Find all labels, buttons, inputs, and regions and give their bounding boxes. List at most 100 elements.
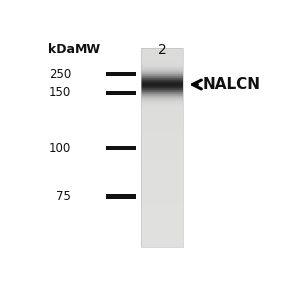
Bar	[141, 104, 183, 105]
Bar	[141, 154, 183, 155]
Bar	[141, 231, 183, 232]
Bar	[141, 109, 183, 110]
Bar	[141, 62, 183, 63]
Bar	[141, 193, 183, 194]
Bar	[141, 232, 183, 233]
Bar	[141, 149, 183, 150]
Bar	[141, 115, 183, 116]
Bar	[141, 82, 183, 83]
Bar	[141, 130, 183, 131]
Bar	[141, 219, 183, 220]
Bar	[141, 126, 183, 127]
Bar	[141, 137, 183, 138]
Bar	[141, 243, 183, 244]
Bar	[141, 72, 183, 73]
Bar	[141, 229, 183, 230]
Bar	[141, 222, 183, 223]
Bar	[141, 48, 183, 49]
Bar	[141, 122, 183, 123]
Bar	[141, 112, 183, 113]
Bar	[141, 150, 183, 151]
Bar	[141, 183, 183, 184]
Bar	[141, 139, 183, 140]
Bar	[141, 96, 183, 97]
Bar	[141, 143, 183, 144]
Bar	[141, 66, 183, 67]
Bar	[141, 65, 183, 66]
Bar	[141, 202, 183, 203]
Bar	[141, 241, 183, 242]
Bar	[141, 140, 183, 141]
Bar	[141, 247, 183, 248]
Bar	[141, 86, 183, 87]
Bar	[141, 163, 183, 164]
Bar	[141, 159, 183, 160]
Bar	[141, 209, 183, 210]
Bar	[141, 161, 183, 162]
Bar	[141, 61, 183, 62]
Bar	[141, 134, 183, 135]
Bar	[141, 54, 183, 55]
Bar	[141, 124, 183, 125]
Bar	[141, 187, 183, 188]
Bar	[141, 115, 183, 116]
Bar	[141, 165, 183, 166]
Bar	[141, 152, 183, 153]
Bar	[141, 117, 183, 118]
Bar	[141, 54, 183, 55]
Bar	[141, 97, 183, 98]
Bar	[141, 237, 183, 238]
Text: 75: 75	[56, 190, 71, 203]
Bar	[141, 180, 183, 181]
Bar	[141, 211, 183, 212]
Bar	[141, 60, 183, 61]
Bar	[141, 144, 183, 145]
Bar	[141, 226, 183, 227]
Bar	[141, 152, 183, 153]
Bar	[141, 144, 183, 145]
Bar	[141, 155, 183, 156]
Bar	[141, 190, 183, 191]
Bar	[141, 116, 183, 117]
Bar	[141, 121, 183, 122]
Bar	[141, 172, 183, 173]
Bar	[141, 198, 183, 199]
Bar	[141, 204, 183, 205]
Bar	[141, 179, 183, 180]
Bar	[141, 171, 183, 172]
Bar	[141, 69, 183, 70]
Bar	[141, 198, 183, 199]
Bar	[141, 228, 183, 229]
Bar	[141, 95, 183, 96]
Bar	[141, 181, 183, 182]
Bar	[141, 234, 183, 235]
Bar	[141, 220, 183, 221]
Bar	[141, 151, 183, 152]
Bar	[141, 146, 183, 147]
Bar	[141, 125, 183, 126]
Bar	[141, 49, 183, 50]
Bar	[141, 185, 183, 186]
Bar	[141, 94, 183, 95]
Bar	[141, 61, 183, 62]
Bar	[141, 238, 183, 239]
Bar	[141, 169, 183, 170]
Bar	[141, 111, 183, 112]
Bar	[141, 63, 183, 64]
Bar	[141, 172, 183, 173]
Bar	[141, 57, 183, 58]
Bar	[141, 128, 183, 129]
Bar	[141, 183, 183, 184]
Bar	[141, 197, 183, 198]
Bar	[141, 68, 183, 69]
Bar	[141, 200, 183, 201]
Bar	[141, 245, 183, 246]
Bar	[141, 50, 183, 51]
Bar	[141, 173, 183, 174]
Bar	[141, 110, 183, 111]
Bar	[141, 243, 183, 244]
Bar	[141, 133, 183, 134]
Bar	[141, 119, 183, 120]
Bar	[141, 207, 183, 208]
Bar	[141, 201, 183, 202]
